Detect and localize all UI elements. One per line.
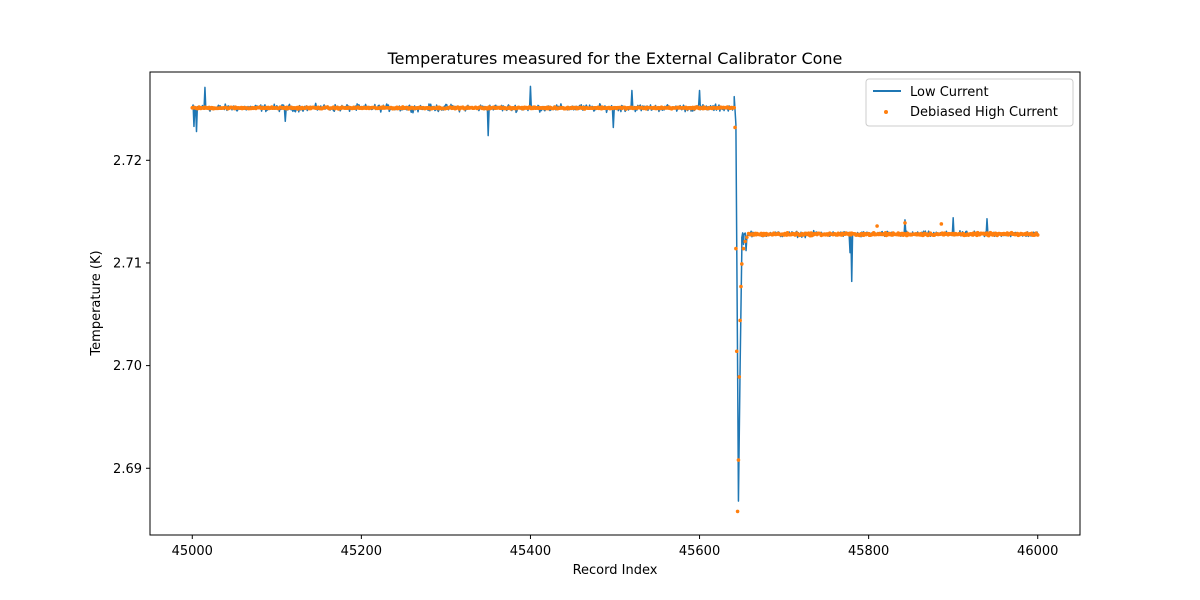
- scatter-point: [740, 262, 744, 266]
- legend: Low Current Debiased High Current: [865, 78, 1074, 127]
- x-axis: 45000 45200 45400 45600 45800 46000: [172, 535, 1058, 559]
- x-tick-label: 45800: [848, 544, 889, 559]
- scatter-point: [738, 318, 742, 323]
- y-tick-label: 2.72: [113, 154, 142, 169]
- x-tick-label: 45200: [341, 544, 382, 559]
- scatter-point: [736, 458, 741, 462]
- y-tick-label: 2.70: [113, 359, 142, 374]
- legend-box: [865, 78, 1074, 127]
- legend-label-low-current: Low Current: [910, 85, 989, 100]
- y-axis: 2.69 2.70 2.71 2.72: [113, 154, 150, 477]
- y-tick-label: 2.69: [113, 462, 142, 477]
- x-tick-label: 45400: [510, 544, 551, 559]
- plot-frame: [149, 71, 1081, 536]
- scatter-point: [939, 222, 944, 226]
- scatter-point: [734, 246, 738, 251]
- scatter-point: [735, 509, 740, 514]
- scatter-point: [733, 125, 737, 130]
- scatter-point: [743, 239, 747, 244]
- x-tick-label: 46000: [1017, 544, 1058, 559]
- x-tick-label: 45600: [679, 544, 720, 559]
- x-tick-label: 45000: [172, 544, 213, 559]
- scatter-point: [734, 349, 739, 354]
- scatter-point: [739, 284, 743, 289]
- scatter-point: [745, 235, 749, 240]
- scatter-point: [741, 246, 746, 251]
- y-tick-label: 2.71: [113, 256, 142, 271]
- x-axis-label: Record Index: [573, 563, 658, 578]
- plot-data: [190, 85, 1040, 514]
- scatter-point: [903, 221, 907, 225]
- legend-label-debiased-high-current: Debiased High Current: [910, 105, 1058, 120]
- y-axis-label: Temperature (K): [89, 250, 104, 356]
- chart-title: Temperatures measured for the External C…: [387, 49, 843, 68]
- scatter-point: [732, 105, 737, 110]
- legend-dot-swatch: [884, 110, 888, 114]
- scatter-point: [875, 224, 879, 228]
- scatter-point: [1035, 233, 1040, 237]
- series-scatter-debiased-high-current: [190, 105, 1040, 514]
- scatter-point: [737, 375, 742, 379]
